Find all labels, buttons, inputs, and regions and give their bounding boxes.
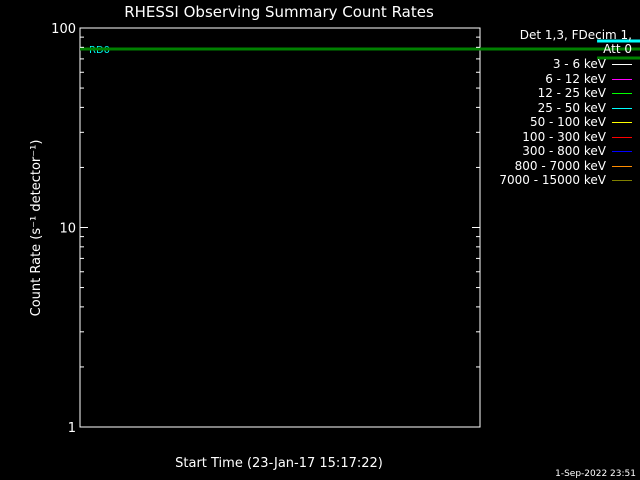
- legend-swatch: [612, 107, 632, 109]
- legend-item: 300 - 800 keV: [522, 145, 632, 158]
- y-axis-label: Count Rate (s⁻¹ detector⁻¹): [29, 140, 44, 317]
- legend-swatch: [612, 136, 632, 138]
- legend-label: 12 - 25 keV: [537, 86, 606, 100]
- legend-header: Det 1,3, FDecim 1, Att 0: [520, 28, 632, 56]
- legend-label: 50 - 100 keV: [529, 115, 606, 129]
- legend-label: 6 - 12 keV: [545, 71, 606, 86]
- chart-title: RHESSI Observing Summary Count Rates: [124, 3, 434, 21]
- legend-label: 800 - 7000 keV: [514, 158, 606, 173]
- legend-swatch: [612, 122, 632, 123]
- flag-bars: RD0NRD6: [80, 39, 640, 60]
- legend-label: 300 - 800 keV: [522, 144, 606, 158]
- y-tick-label: 100: [51, 22, 76, 37]
- y-ticks: 1 10 100: [51, 22, 480, 436]
- legend-header-line-2: Att 0: [603, 42, 632, 56]
- legend-item: 3 - 6 keV: [553, 58, 632, 71]
- y-tick-label: 1: [68, 421, 76, 436]
- legend-header-line-1: Det 1,3, FDecim 1,: [519, 28, 632, 42]
- legend-item: 6 - 12 keV: [545, 71, 632, 86]
- legend-item: 50 - 100 keV: [530, 116, 632, 129]
- legend-label: 100 - 300 keV: [522, 129, 606, 144]
- legend-swatch: [612, 180, 632, 181]
- legend-item: 7000 - 15000 keV: [499, 174, 632, 187]
- legend-label: 25 - 50 keV: [537, 100, 606, 115]
- legend-swatch: [612, 78, 632, 80]
- legend-item: 25 - 50 keV: [537, 100, 632, 115]
- legend-swatch: [612, 165, 632, 167]
- y-tick-label: 10: [59, 222, 76, 237]
- legend-item: 800 - 7000 keV: [514, 158, 632, 173]
- legend-swatch: [612, 64, 632, 65]
- legend-swatch: [612, 93, 632, 94]
- x-axis-label: Start Time (23-Jan-17 15:17:22): [175, 456, 383, 471]
- legend-label: 7000 - 15000 keV: [499, 173, 606, 187]
- plot-frame: [79, 27, 481, 428]
- footer-date: 1-Sep-2022 23:51: [555, 469, 636, 479]
- legend-item: 12 - 25 keV: [538, 87, 632, 100]
- legend-label: 3 - 6 keV: [552, 57, 606, 71]
- legend-item: 100 - 300 keV: [522, 129, 632, 144]
- legend-swatch: [612, 151, 632, 152]
